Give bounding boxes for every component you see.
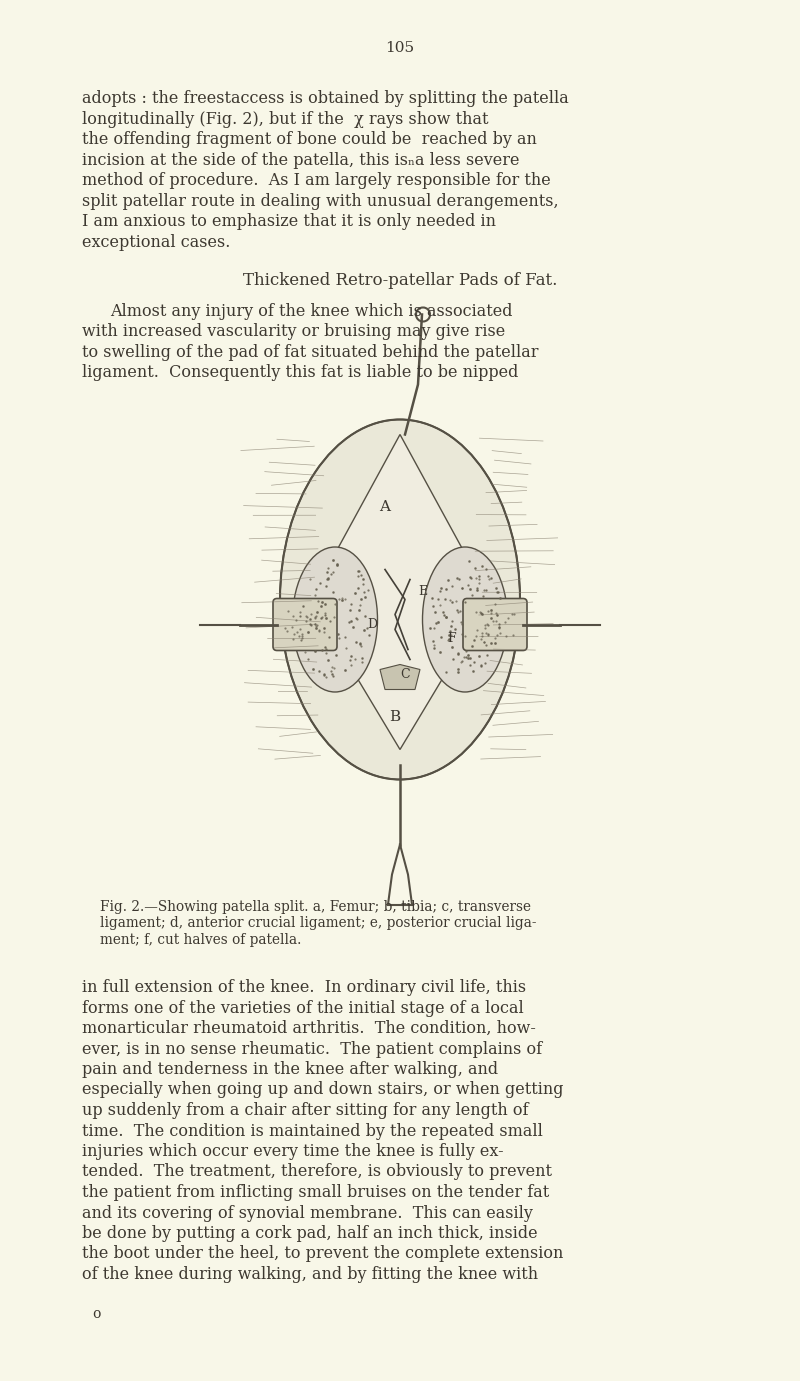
Text: Thickened Retro-patellar Pads of Fat.: Thickened Retro-patellar Pads of Fat. [243,272,557,289]
Text: forms one of the varieties of the initial stage of a local: forms one of the varieties of the initia… [82,1000,524,1016]
Ellipse shape [280,420,520,779]
Text: ligament.  Consequently this fat is liable to be nipped: ligament. Consequently this fat is liabl… [82,365,518,381]
Text: with increased vascularity or bruising may give rise: with increased vascularity or bruising m… [82,323,506,340]
Text: be done by putting a cork pad, half an inch thick, inside: be done by putting a cork pad, half an i… [82,1225,538,1242]
Text: ever, is in no sense rheumatic.  The patient complains of: ever, is in no sense rheumatic. The pati… [82,1040,542,1058]
Text: 105: 105 [386,41,414,55]
Text: Almost any injury of the knee which is associated: Almost any injury of the knee which is a… [110,302,513,319]
Text: pain and tenderness in the knee after walking, and: pain and tenderness in the knee after wa… [82,1061,498,1079]
Text: monarticular rheumatoid arthritis.  The condition, how-: monarticular rheumatoid arthritis. The c… [82,1021,536,1037]
Ellipse shape [422,547,507,692]
Text: to swelling of the pad of fat situated behind the patellar: to swelling of the pad of fat situated b… [82,344,538,360]
Text: time.  The condition is maintained by the repeated small: time. The condition is maintained by the… [82,1123,543,1139]
Text: B: B [390,710,401,724]
Text: o: o [92,1306,100,1320]
Polygon shape [380,664,420,689]
Polygon shape [310,435,490,750]
Text: Fig. 2.—Showing patella split. a, Femur; b, tibia; c, transverse: Fig. 2.—Showing patella split. a, Femur;… [100,899,531,913]
Text: C: C [400,667,410,681]
Text: in full extension of the knee.  In ordinary civil life, this: in full extension of the knee. In ordina… [82,979,526,996]
Text: especially when going up and down stairs, or when getting: especially when going up and down stairs… [82,1081,563,1098]
Text: injuries which occur every time the knee is fully ex-: injuries which occur every time the knee… [82,1143,504,1160]
Text: split patellar route in dealing with unusual derangements,: split patellar route in dealing with unu… [82,192,558,210]
Text: A: A [379,500,390,514]
Text: tended.  The treatment, therefore, is obviously to prevent: tended. The treatment, therefore, is obv… [82,1164,552,1181]
Text: I am anxious to emphasize that it is only needed in: I am anxious to emphasize that it is onl… [82,213,496,231]
Text: method of procedure.  As I am largely responsible for the: method of procedure. As I am largely res… [82,173,550,189]
Text: ligament; d, anterior crucial ligament; e, posterior crucial liga-: ligament; d, anterior crucial ligament; … [100,916,537,929]
Text: up suddenly from a chair after sitting for any length of: up suddenly from a chair after sitting f… [82,1102,529,1119]
Text: the patient from inflicting small bruises on the tender fat: the patient from inflicting small bruise… [82,1184,550,1201]
Text: ment; f, cut halves of patella.: ment; f, cut halves of patella. [100,932,302,946]
Text: the offending fragment of bone could be  reached by an: the offending fragment of bone could be … [82,131,537,148]
Ellipse shape [293,547,378,692]
Text: adopts : the freestaccess is obtained by splitting the patella: adopts : the freestaccess is obtained by… [82,90,569,106]
Text: incision at the side of the patella, this isₙa less severe: incision at the side of the patella, thi… [82,152,519,168]
Text: D: D [367,617,377,631]
FancyBboxPatch shape [273,598,337,650]
Text: of the knee during walking, and by fitting the knee with: of the knee during walking, and by fitti… [82,1266,538,1283]
Text: longitudinally (Fig. 2), but if the  χ rays show that: longitudinally (Fig. 2), but if the χ ra… [82,110,489,127]
Text: exceptional cases.: exceptional cases. [82,233,230,250]
Text: F: F [448,631,456,645]
Text: E: E [418,584,427,598]
Text: the boot under the heel, to prevent the complete extension: the boot under the heel, to prevent the … [82,1246,563,1262]
Text: and its covering of synovial membrane.  This can easily: and its covering of synovial membrane. T… [82,1204,533,1222]
FancyBboxPatch shape [463,598,527,650]
